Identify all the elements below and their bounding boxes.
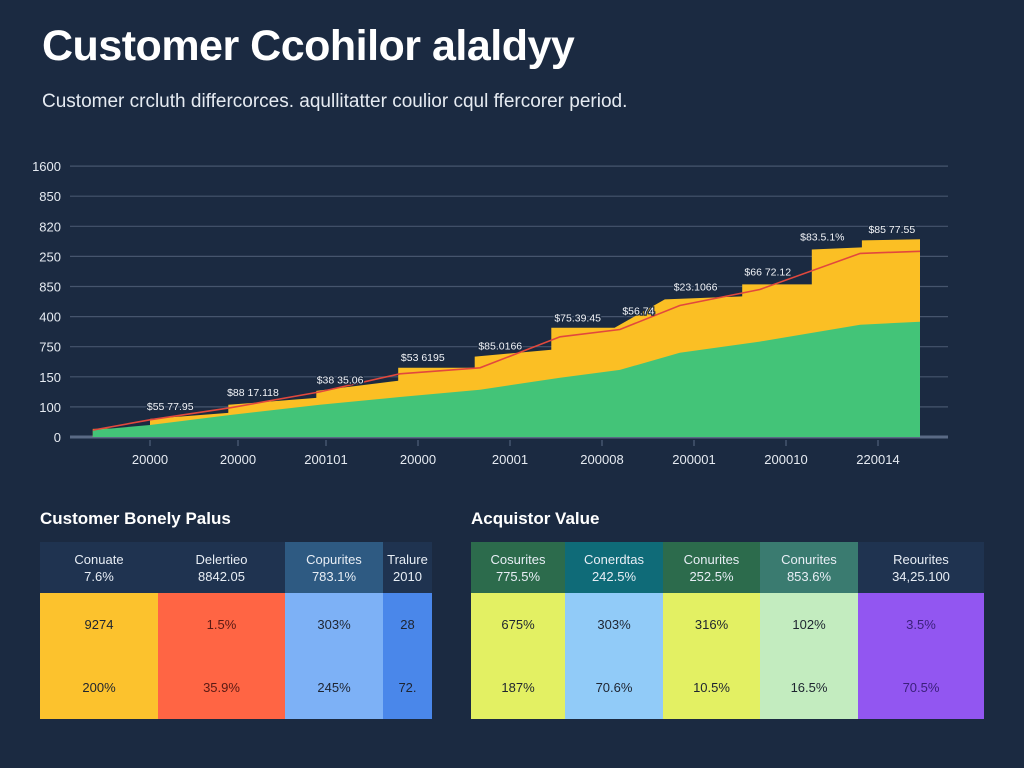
left-table-title: Customer Bonely Palus — [40, 509, 231, 528]
column-name: Conerdtas — [584, 551, 644, 567]
column-name: Conuate — [74, 551, 124, 567]
x-tick-label: 200010 — [764, 452, 807, 467]
column-value: 2010 — [393, 568, 422, 584]
y-tick-label: 400 — [39, 310, 61, 325]
page-title: Customer Ccohilor alaldyy — [42, 22, 575, 70]
x-tick-label: 20000 — [220, 452, 256, 467]
column-value: 853.6% — [786, 568, 832, 584]
column-name: Cosurites — [490, 551, 546, 567]
data-label: $75.39.45 — [554, 313, 601, 325]
table-cell: 10.5% — [663, 656, 760, 719]
column-header: Conuate 7.6% — [40, 542, 158, 593]
column-value: 7.6% — [84, 568, 114, 584]
column-value: 242.5% — [591, 568, 637, 584]
series-area-green — [92, 321, 921, 437]
table-cell: 9274 — [40, 593, 158, 656]
table-cell: 16.5% — [760, 656, 858, 719]
data-label: $53 6195 — [401, 352, 445, 364]
y-tick-label: 150 — [39, 370, 61, 385]
x-tick-label: 200001 — [672, 452, 715, 467]
y-tick-label: 100 — [39, 400, 61, 415]
table-cell: 303% — [565, 593, 663, 656]
column-value: 8842.05 — [198, 568, 245, 584]
x-tick-label: 200101 — [304, 452, 347, 467]
y-tick-label: 820 — [39, 219, 61, 234]
column-header: Reourites 34,25.100 — [858, 542, 984, 593]
table-cell: 70.5% — [858, 656, 984, 719]
area-chart: 0 100 150 750 400 850 250 820 850 1600 20000 20000 2… — [32, 159, 948, 467]
column-value: 34,25.100 — [892, 568, 950, 584]
table-cell: 245% — [285, 656, 383, 719]
series-line-red — [92, 250, 921, 431]
acquisition-table: Cosurites 775.5% Conerdtas 242.5% Conurites 2… — [471, 542, 984, 719]
column-name: Reourites — [893, 551, 949, 567]
y-tick-label: 1600 — [32, 159, 61, 174]
column-name: Delertieo — [195, 551, 248, 567]
customer-table: Conuate 7.6% Delertieo 8842.05 Copurites 783.… — [40, 542, 432, 719]
data-label: $85.0166 — [478, 341, 522, 353]
x-tick-label: 20000 — [400, 452, 436, 467]
table-cell: 187% — [471, 656, 565, 719]
x-tick-label: 20001 — [492, 452, 528, 467]
table-cell: 1.5% — [158, 593, 285, 656]
table-cell: 28 — [383, 593, 432, 656]
data-label: $55 77.95 — [147, 401, 194, 413]
y-tick-label: 0 — [54, 430, 61, 445]
column-value: 775.5% — [495, 568, 541, 584]
data-label: $56.74 — [622, 305, 654, 317]
column-value: 252.5% — [689, 568, 734, 584]
table-cell: 303% — [285, 593, 383, 656]
column-header: Delertieo 8842.05 — [158, 542, 285, 593]
column-header: Copurites 783.1% — [285, 542, 383, 593]
data-label: $85 77.55 — [868, 224, 915, 236]
y-tick-label: 250 — [39, 249, 61, 264]
column-header: Conurites 853.6% — [760, 542, 858, 593]
table-cell: 3.5% — [858, 593, 984, 656]
y-tick-label: 850 — [39, 280, 61, 295]
y-tick-label: 750 — [39, 340, 61, 355]
column-name: Tralure — [387, 551, 428, 567]
column-name: Copurites — [306, 551, 362, 567]
x-tick-label: 200008 — [580, 452, 623, 467]
right-table-title: Acquistor Value — [471, 509, 600, 528]
data-label: $23.1066 — [674, 281, 718, 293]
table-cell: 200% — [40, 656, 158, 719]
column-header: Conurites 252.5% — [663, 542, 760, 593]
table-cell: 70.6% — [565, 656, 663, 719]
column-value: 783.1% — [311, 568, 357, 584]
column-header: Conerdtas 242.5% — [565, 542, 663, 593]
data-label: $38 35.06 — [317, 375, 364, 387]
table-cell: 35.9% — [158, 656, 285, 719]
column-name: Conurites — [781, 551, 837, 567]
data-label: $83.5.1% — [800, 231, 844, 243]
x-tick-label: 220014 — [856, 452, 899, 467]
table-cell: 72. — [383, 656, 432, 719]
data-label: $66 72.12 — [744, 266, 791, 278]
data-label: $88 17.118 — [227, 387, 279, 399]
table-cell: 102% — [760, 593, 858, 656]
column-name: Conurites — [683, 551, 740, 567]
table-cell: 316% — [663, 593, 760, 656]
page-subtitle: Customer crcluth differcorces. aqullitat… — [42, 91, 628, 112]
y-tick-label: 850 — [39, 189, 61, 204]
table-cell: 675% — [471, 593, 565, 656]
column-header: Cosurites 775.5% — [471, 542, 565, 593]
column-header: Tralure 2010 — [383, 542, 432, 593]
x-tick-label: 20000 — [132, 452, 168, 467]
